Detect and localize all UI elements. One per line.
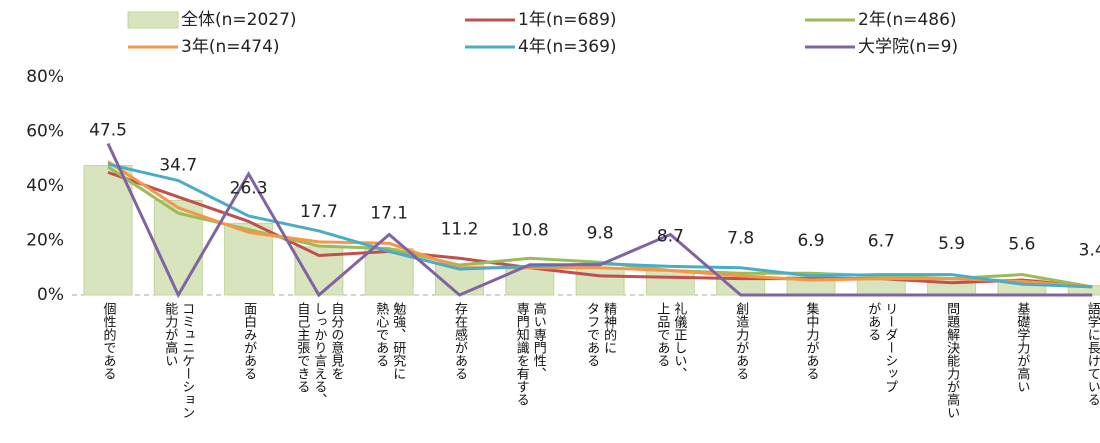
legend-label: 1年(n=689) [518,10,617,30]
legend-label: 2年(n=486) [858,10,957,30]
line [106,142,1093,299]
y-tick-label: 60% [26,122,64,142]
x-tick-label: 創造力がある [733,302,749,380]
bar [645,270,695,296]
x-tick-label: 存在感がある [452,302,467,380]
x-tick-label: 高い専門性、 専門知識を有する [513,302,546,406]
x-tick-label: 語学に長けている [1084,302,1100,406]
x-tick-label: 自分の意見を しっかり言える、 自己主張できる [294,302,344,406]
x-tick-label: コミュニケーション 能力が高い [162,302,195,419]
legend-label: 大学院(n=9) [858,37,958,57]
x-tick-label: 精神的に タフである [584,302,617,367]
line [107,170,1093,289]
legend-label: 3年(n=474) [181,37,280,57]
bar [83,165,133,296]
x-tick-label: 基礎学力が高い [1014,302,1030,393]
value-label: 34.7 [159,155,197,175]
x-tick-label: 集中力がある [803,302,819,380]
legend-label: 全体(n=2027) [181,10,297,30]
x-tick-label: 問題解決能力が高い [944,302,960,419]
x-tick-label: 礼儀正しい、 上品である [654,302,687,380]
x-tick-label: リーダーシップ がある [865,302,898,393]
value-label: 3.4 [1079,241,1100,261]
legend-label: 4年(n=369) [518,37,617,57]
value-label: 8.7 [657,226,684,246]
y-tick-label: 40% [26,176,64,196]
legend-swatch [127,11,179,29]
value-label: 17.7 [300,202,338,222]
x-tick-label: 個性的である [100,302,116,380]
y-tick-label: 80% [26,67,64,87]
line [107,160,1093,289]
value-label: 5.6 [1008,235,1035,255]
y-tick-label: 20% [26,231,64,251]
value-label: 17.1 [370,203,408,223]
value-label: 5.9 [938,234,965,254]
value-label: 11.2 [441,219,479,239]
value-label: 47.5 [89,121,127,141]
value-label: 6.7 [868,232,895,252]
value-label: 26.3 [230,178,268,198]
x-tick-label: 面白みがある [241,302,257,380]
y-tick-label: 0% [37,285,64,305]
bar [575,267,625,296]
value-label: 9.8 [587,223,614,243]
x-tick-label: 勉強、研究に 熱心である [373,302,406,380]
value-label: 6.9 [797,231,824,251]
value-label: 7.8 [727,229,754,249]
value-label: 10.8 [511,221,549,241]
